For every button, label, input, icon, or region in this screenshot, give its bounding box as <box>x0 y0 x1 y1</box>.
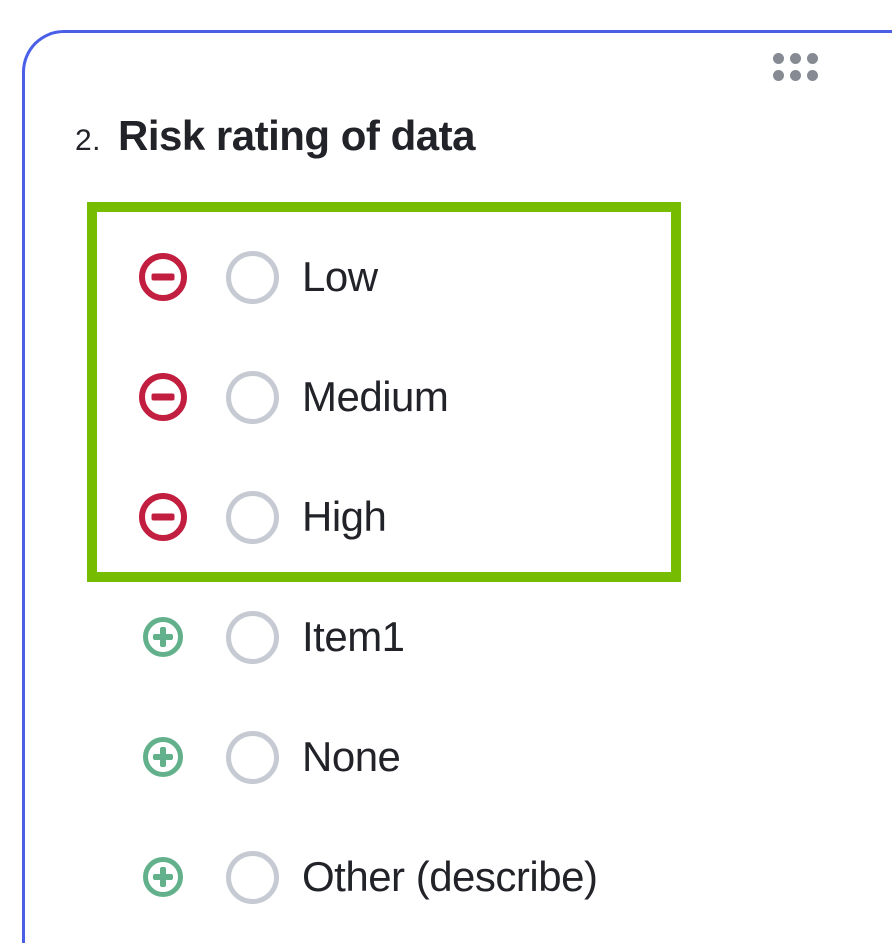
radio-button[interactable] <box>226 730 279 784</box>
remove-option-icon[interactable] <box>139 373 187 421</box>
option-label[interactable]: Item1 <box>302 613 405 660</box>
drag-dot <box>807 70 818 81</box>
minus-bar <box>151 393 175 401</box>
option-row-high: High <box>0 457 892 577</box>
radio-button[interactable] <box>226 610 279 664</box>
question-number: 2. <box>75 124 102 157</box>
option-row-low: Low <box>0 217 892 337</box>
option-row-item1: Item1 <box>0 577 892 697</box>
icon-cell <box>139 373 187 421</box>
icon-cell <box>139 617 187 657</box>
radio-button[interactable] <box>226 850 279 904</box>
option-label[interactable]: Medium <box>302 373 449 420</box>
icon-cell <box>139 253 187 301</box>
minus-bar <box>151 273 175 281</box>
drag-dot <box>773 70 784 81</box>
radio-button[interactable] <box>226 370 279 424</box>
drag-dot <box>807 53 818 64</box>
radio-button[interactable] <box>226 490 279 544</box>
question-title[interactable]: Risk rating of data <box>118 112 475 159</box>
remove-option-icon[interactable] <box>139 253 187 301</box>
option-row-none: None <box>0 697 892 817</box>
drag-handle-icon[interactable] <box>773 53 818 81</box>
option-label[interactable]: None <box>302 733 401 780</box>
radio-button[interactable] <box>226 250 279 304</box>
icon-cell <box>139 737 187 777</box>
option-row-other: Other (describe) <box>0 817 892 937</box>
option-label[interactable]: Other (describe) <box>302 853 598 900</box>
drag-dot <box>773 53 784 64</box>
plus-vbar <box>160 627 166 647</box>
option-label[interactable]: High <box>302 493 387 540</box>
plus-vbar <box>160 747 166 767</box>
options-list: Low Medium High Item1 <box>0 217 892 937</box>
add-option-icon[interactable] <box>143 617 183 657</box>
drag-dot <box>790 53 801 64</box>
icon-cell <box>139 493 187 541</box>
option-label[interactable]: Low <box>302 253 378 300</box>
minus-bar <box>151 513 175 521</box>
plus-vbar <box>160 867 166 887</box>
question-title-row: 2. Risk rating of data <box>75 112 475 160</box>
icon-cell <box>139 857 187 897</box>
drag-dot <box>790 70 801 81</box>
remove-option-icon[interactable] <box>139 493 187 541</box>
option-row-medium: Medium <box>0 337 892 457</box>
add-option-icon[interactable] <box>143 737 183 777</box>
add-option-icon[interactable] <box>143 857 183 897</box>
